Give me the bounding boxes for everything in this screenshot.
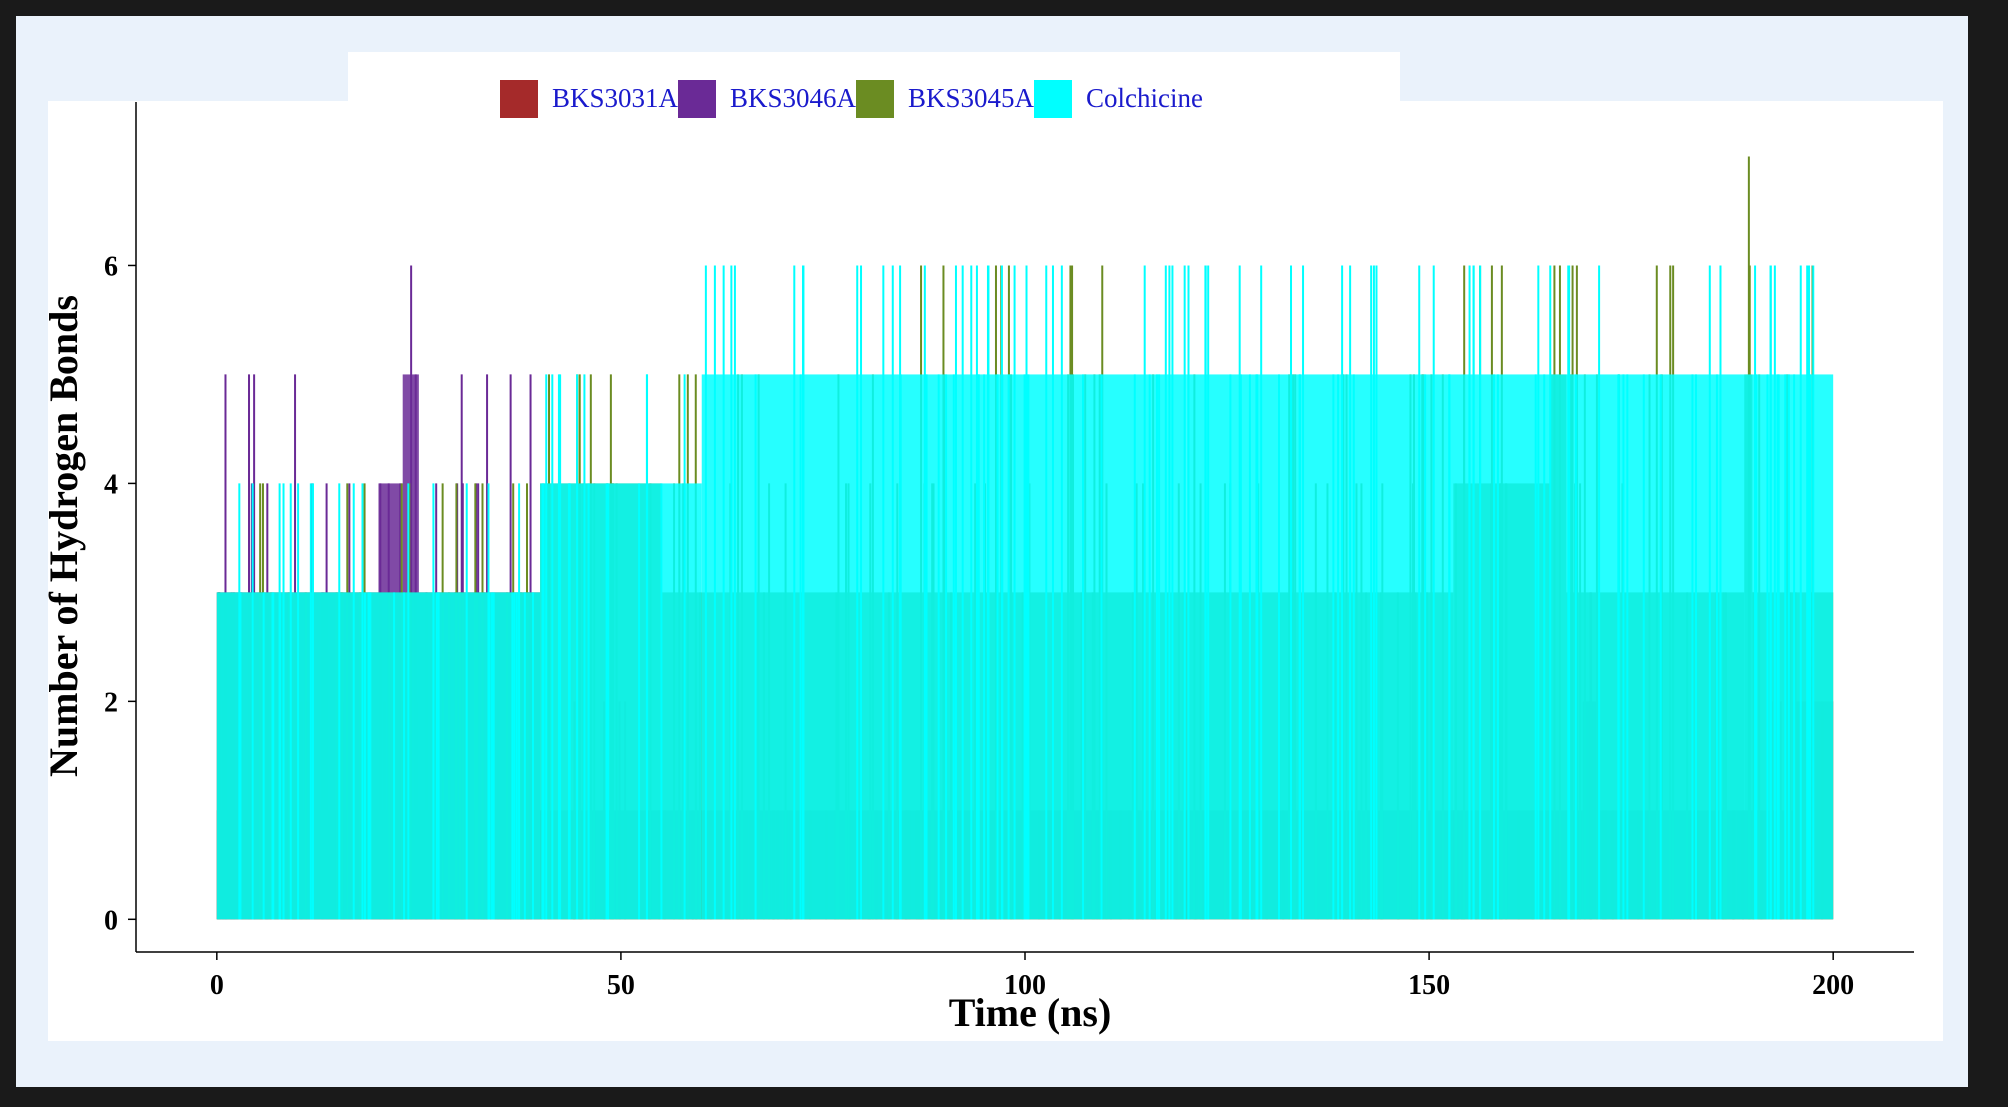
chart-frame: 0 50 100 150 200 0 2 4 6 Time (ns) Number of Hy… [16, 16, 1968, 1087]
legend-label: BKS3046A [730, 83, 857, 113]
legend-label: Colchicine [1086, 83, 1203, 113]
x-tick-label: 50 [607, 970, 635, 1001]
series-colchicine [216, 265, 1834, 920]
hydrogen-bond-chart: 0 50 100 150 200 0 2 4 6 Time (ns) Number of Hy… [41, 52, 1943, 1041]
x-ticks: 0 50 100 150 200 [210, 952, 1854, 1001]
x-tick-label: 0 [210, 970, 224, 1001]
legend-label: BKS3045A [908, 83, 1035, 113]
legend-swatch [1034, 80, 1072, 118]
y-tick-label: 4 [104, 469, 118, 500]
y-tick-label: 2 [104, 687, 118, 718]
x-tick-label: 150 [1408, 970, 1450, 1001]
x-tick-label: 200 [1812, 970, 1854, 1001]
x-axis-title: Time (ns) [949, 990, 1112, 1035]
series-band [1186, 374, 1834, 920]
data-layer [216, 156, 1834, 920]
x-tick-label: 100 [1004, 970, 1046, 1001]
y-axis-title: Number of Hydrogen Bonds [41, 295, 86, 777]
y-tick-label: 0 [104, 905, 118, 936]
legend-swatch [500, 80, 538, 118]
series-band [540, 483, 702, 920]
y-ticks: 0 2 4 6 [104, 251, 136, 936]
legend-swatch [856, 80, 894, 118]
series-band [701, 374, 1187, 920]
legend-label: BKS3031A [552, 83, 679, 113]
legend-swatch [678, 80, 716, 118]
y-tick-label: 6 [104, 251, 118, 282]
legend: BKS3031A BKS3046A BKS3045A Colchicine [500, 80, 1203, 118]
series-band [216, 592, 541, 920]
